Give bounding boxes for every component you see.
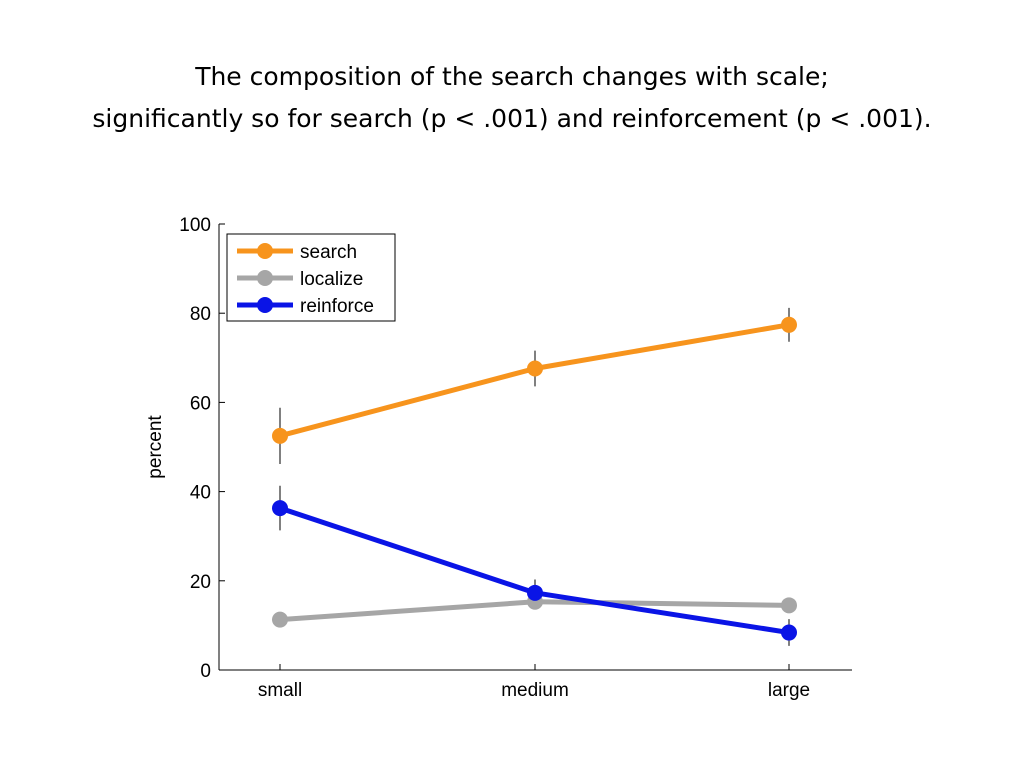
y-tick-label: 0 [200,661,211,682]
data-point-search [527,360,543,377]
legend-label-search: search [300,242,357,263]
slide-title-line-1: The composition of the search changes wi… [195,62,829,91]
legend-label-reinforce: reinforce [300,296,374,317]
legend-swatch-marker [257,243,273,259]
series-points [272,316,797,641]
legend-swatch-marker [257,297,273,313]
data-point-reinforce [272,500,288,517]
x-tick-label: small [258,680,302,701]
data-point-localize [781,597,797,614]
y-tick-label: 40 [190,483,211,504]
x-tick-label: medium [501,680,569,701]
data-point-search [272,427,288,444]
y-tick-label: 60 [190,393,211,414]
legend-swatch-marker [257,270,273,286]
slide-title-line-2: significantly so for search (p < .001) a… [92,104,932,133]
legend-label-localize: localize [300,269,363,290]
y-axis-label: percent [145,415,166,479]
slide-title: The composition of the search changes wi… [0,56,1024,140]
data-point-reinforce [527,584,543,601]
y-tick-label: 80 [190,304,211,325]
chart-legend: search localize reinforce [226,233,396,322]
y-tick-label: 20 [190,572,211,593]
data-point-reinforce [781,624,797,641]
y-tick-label: 100 [179,215,211,236]
data-point-search [781,316,797,333]
data-point-localize [272,611,288,628]
x-tick-label: large [768,680,810,701]
chart-axes: 0 20 40 60 80 100 small medium large [179,215,852,701]
